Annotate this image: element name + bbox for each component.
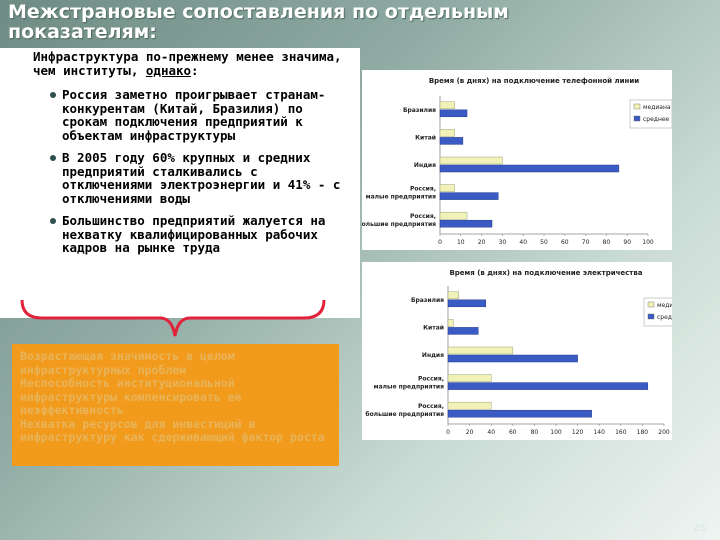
bullet-dot-icon <box>50 155 56 161</box>
x-tick-label: 180 <box>637 429 649 436</box>
chart-legend: медиана среднее <box>643 297 672 327</box>
bar-mean <box>447 354 578 363</box>
category-label: Индия <box>414 162 436 169</box>
category-label: Россия, <box>418 403 444 410</box>
bar-mean <box>447 382 649 390</box>
bullet-text: Большинство предприятий жалуется на нехв… <box>62 213 326 255</box>
intro-after: : <box>191 63 199 78</box>
bullet-text: В 2005 году 60% крупных и средних предпр… <box>62 150 341 206</box>
x-tick-label: 0 <box>438 239 442 246</box>
x-tick-label: 50 <box>540 239 548 246</box>
bullet-item: Россия заметно проигрывает странам-конку… <box>50 88 350 142</box>
x-tick-label: 90 <box>623 239 631 246</box>
slide-title: Межстрановые сопоставления по отдельным … <box>8 1 509 43</box>
legend-swatch <box>647 313 655 320</box>
bullet-list: Россия заметно проигрывает странам-конку… <box>50 88 350 264</box>
x-tick-label: 0 <box>446 429 450 436</box>
bar-mean <box>447 327 479 335</box>
bar-mean <box>439 109 468 118</box>
legend-swatch <box>633 115 641 122</box>
intro-text: Инфраструктура по-прежнему менее значима… <box>33 50 353 78</box>
bar-median <box>439 184 455 192</box>
x-tick-label: 60 <box>509 429 517 436</box>
x-tick-label: 200 <box>658 429 670 436</box>
x-tick-label: 100 <box>642 239 654 246</box>
chart-title: Время (в днях) на подключение телефонной… <box>429 77 639 85</box>
category-label: Индия <box>422 352 444 359</box>
bar-median <box>447 291 460 300</box>
intro-underlined: однако <box>145 63 192 78</box>
chart-electricity: Время (в днях) на подключение электричес… <box>362 262 672 440</box>
bar-median <box>439 156 503 165</box>
legend-label: среднее <box>643 116 670 123</box>
category-label: малые предприятия <box>366 194 436 201</box>
bar-mean <box>439 164 620 173</box>
x-tick-label: 70 <box>582 239 590 246</box>
chart-electricity-svg: Время (в днях) на подключение электричес… <box>365 269 672 436</box>
category-label: Россия, <box>418 376 444 383</box>
x-tick-label: 20 <box>466 429 474 436</box>
category-label: Россия, <box>410 186 436 193</box>
x-tick-label: 80 <box>603 239 611 246</box>
bar-median <box>439 211 468 220</box>
page-number: 25 <box>693 523 706 534</box>
bullet-item: Большинство предприятий жалуется на нехв… <box>50 214 350 255</box>
conclusion-line: Неспособность институциональной инфрастр… <box>20 376 242 417</box>
chart-title: Время (в днях) на подключение электричес… <box>449 269 642 277</box>
bar-median <box>439 129 455 137</box>
conclusion-line: Возрастающая значимость в целом инфрастр… <box>20 349 235 377</box>
x-tick-label: 160 <box>615 429 627 436</box>
bar-mean <box>439 137 464 145</box>
bar-median <box>439 101 455 110</box>
x-tick-label: 30 <box>499 239 507 246</box>
category-label: Китай <box>423 324 444 331</box>
x-tick-label: 20 <box>478 239 486 246</box>
legend-swatch <box>633 103 641 110</box>
bar-median <box>447 346 514 355</box>
category-label: малые предприятия <box>374 384 444 391</box>
bar-mean <box>439 192 499 200</box>
category-label: большие предприятия <box>362 221 436 228</box>
x-tick-label: 120 <box>572 429 584 436</box>
bar-mean <box>439 219 493 228</box>
bullet-dot-icon <box>50 92 56 98</box>
curly-brace-icon <box>20 299 326 337</box>
category-label: Бразилия <box>411 297 444 304</box>
bullet-text: Россия заметно проигрывает странам-конку… <box>62 87 326 143</box>
x-tick-label: 10 <box>457 239 465 246</box>
conclusion-box: Возрастающая значимость в целом инфрастр… <box>12 344 339 466</box>
text-panel <box>0 48 360 318</box>
category-label: Россия, <box>410 213 436 220</box>
category-label: Китай <box>415 134 436 141</box>
chart-phone-line-svg: Время (в днях) на подключение телефонной… <box>362 77 672 246</box>
category-label: Бразилия <box>403 107 436 114</box>
chart-phone-line: Время (в днях) на подключение телефонной… <box>362 70 672 250</box>
bar-median <box>447 401 492 410</box>
bar-mean <box>447 409 592 418</box>
chart-legend: медиана среднее <box>629 99 672 129</box>
x-tick-label: 40 <box>487 429 495 436</box>
legend-label: медиана <box>657 302 672 309</box>
bullet-item: В 2005 году 60% крупных и средних предпр… <box>50 151 350 205</box>
category-label: большие предприятия <box>365 411 444 418</box>
bar-median <box>447 374 492 382</box>
legend-label: медиана <box>643 104 671 111</box>
bar-mean <box>447 299 487 308</box>
bullet-dot-icon <box>50 218 56 224</box>
x-tick-label: 40 <box>519 239 527 246</box>
x-tick-label: 80 <box>531 429 539 436</box>
x-tick-label: 140 <box>593 429 605 436</box>
conclusion-line: Нехватка ресурсов для инвестиций в инфра… <box>20 416 325 444</box>
intro-before: Инфраструктура по-прежнему менее значима… <box>33 49 342 78</box>
legend-swatch <box>647 301 655 308</box>
legend-label: среднее <box>657 314 672 321</box>
x-tick-label: 100 <box>550 429 562 436</box>
x-tick-label: 60 <box>561 239 569 246</box>
bar-median <box>447 319 454 327</box>
